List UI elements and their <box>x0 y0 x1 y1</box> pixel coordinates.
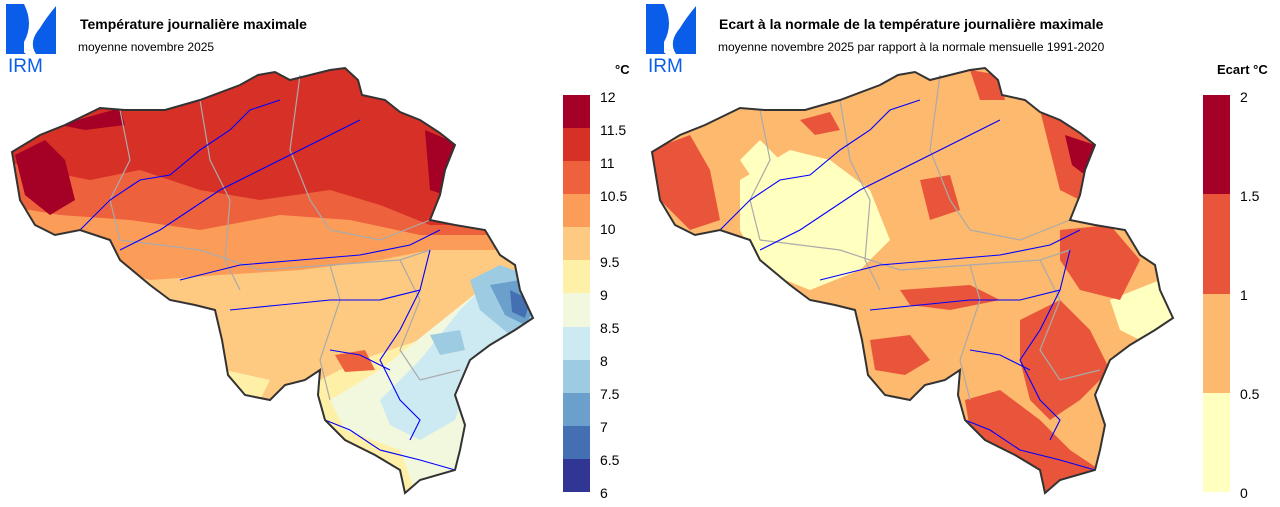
legend-swatch <box>1203 95 1230 195</box>
legend-label: 1.5 <box>1240 188 1260 204</box>
legend-label: 6 <box>600 485 608 501</box>
map-title: Température journalière maximale <box>80 16 307 32</box>
belgium-anomaly-map <box>651 67 1174 494</box>
province-borders <box>749 74 1101 401</box>
legend-label: 11 <box>600 155 615 171</box>
legend-swatch <box>563 458 590 492</box>
irm-logo: IRM <box>6 4 56 74</box>
legend-label: 7.5 <box>600 386 620 402</box>
belgium-tmax-map <box>11 67 534 494</box>
legend-swatch <box>563 293 590 327</box>
legend-label: 6.5 <box>600 452 620 468</box>
legend-swatch <box>563 128 590 162</box>
legend-swatch <box>563 425 590 459</box>
legend-unit: Ecart °C <box>1217 62 1268 77</box>
color-legend <box>563 95 590 492</box>
legend-label: 12 <box>600 89 616 105</box>
legend-swatch <box>563 227 590 261</box>
legend-swatch <box>563 260 590 294</box>
map-subtitle: moyenne novembre 2025 par rapport à la n… <box>718 40 1105 54</box>
panel-tmax: IRM Température journalière maximale moy… <box>6 4 630 501</box>
legend-swatch <box>1203 392 1230 492</box>
legend-swatch <box>1203 194 1230 294</box>
legend-swatch <box>563 95 590 129</box>
legend-swatch <box>563 194 590 228</box>
rivers <box>719 99 1096 471</box>
legend-label: 2 <box>1240 89 1248 105</box>
legend-label: 0 <box>1240 485 1248 501</box>
legend-label: 8.5 <box>600 320 620 336</box>
legend-label: 10 <box>600 221 616 237</box>
legend-swatch <box>563 161 590 195</box>
legend-label: 11.5 <box>600 122 627 138</box>
irm-logo: IRM <box>646 4 696 74</box>
province-borders <box>109 74 461 401</box>
legend-label: 8 <box>600 353 608 369</box>
svg-text:IRM: IRM <box>8 56 43 74</box>
panel-anomaly: IRM Ecart à la normale de la température… <box>640 0 1280 507</box>
color-legend <box>1203 95 1230 492</box>
svg-text:IRM: IRM <box>648 56 683 74</box>
map-title: Ecart à la normale de la température jou… <box>719 16 1104 32</box>
legend-swatch <box>563 326 590 360</box>
rivers <box>79 99 456 471</box>
map-subtitle: moyenne novembre 2025 <box>78 40 215 54</box>
legend-swatch <box>563 392 590 426</box>
legend-label: 0.5 <box>1240 386 1260 402</box>
legend-swatch <box>563 359 590 393</box>
legend-swatch <box>1203 293 1230 393</box>
legend-label: 7 <box>600 419 608 435</box>
legend-label: 10.5 <box>600 188 628 204</box>
legend-label: 1 <box>1240 287 1248 303</box>
legend-unit: °C <box>615 62 630 77</box>
legend-label: 9 <box>600 287 608 303</box>
legend-label: 9.5 <box>600 254 620 270</box>
